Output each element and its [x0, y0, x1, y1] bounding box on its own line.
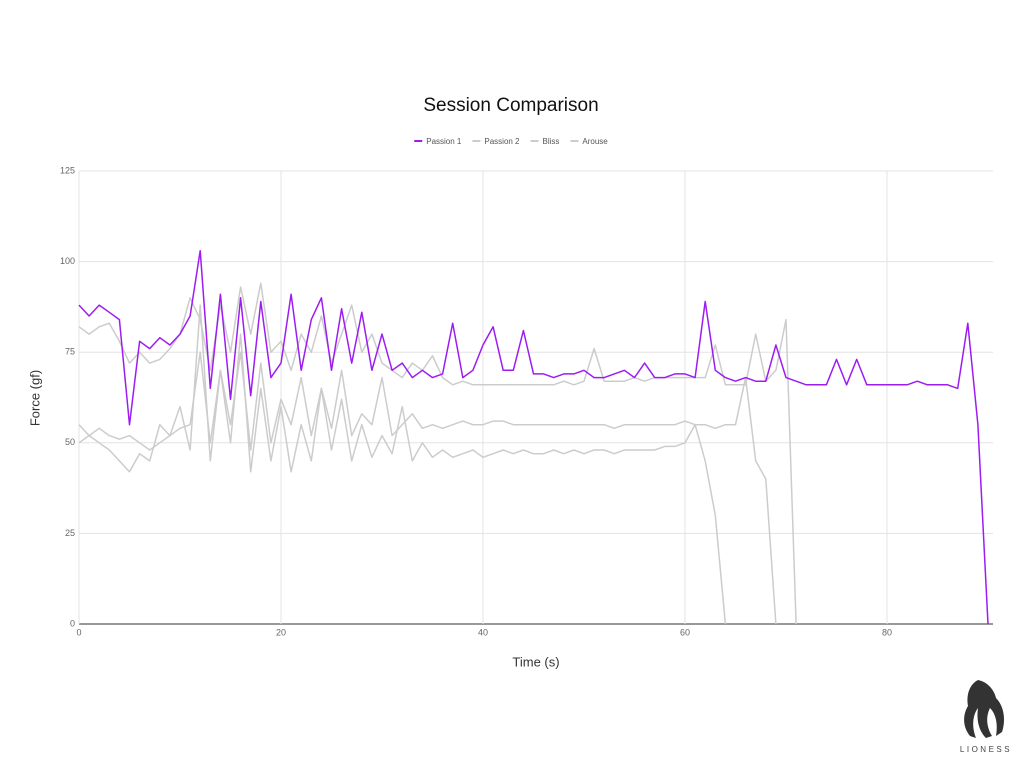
legend-label: Passion 1: [426, 137, 462, 146]
grid: 0 25 50 75 100 125 0 20 40 60 80: [60, 165, 993, 637]
y-axis-title: Force (gf): [27, 370, 42, 426]
legend-label: Arouse: [582, 137, 608, 146]
y-tick-label: 50: [65, 437, 75, 447]
x-tick-label: 60: [680, 627, 690, 637]
series-line: [78, 351, 777, 625]
series-line: [78, 304, 727, 625]
x-tick-label: 40: [478, 627, 488, 637]
series-line: [78, 249, 989, 625]
y-tick-label: 25: [65, 528, 75, 538]
y-tick-label: 100: [60, 256, 75, 266]
chart-title: Session Comparison: [423, 95, 598, 116]
plot-area: [78, 249, 989, 625]
logo: [964, 680, 1004, 738]
y-tick-label: 0: [70, 618, 75, 628]
y-tick-label: 75: [65, 347, 75, 357]
brand-name: LIONESS: [960, 745, 1012, 754]
legend-label: Bliss: [543, 137, 560, 146]
y-tick-label: 125: [60, 165, 75, 175]
x-tick-label: 80: [882, 627, 892, 637]
x-tick-label: 0: [76, 627, 81, 637]
series-line: [78, 282, 797, 625]
x-axis-title: Time (s): [512, 654, 559, 669]
legend: Passion 1 Passion 2 Bliss Arouse: [414, 137, 608, 146]
legend-label: Passion 2: [484, 137, 520, 146]
x-tick-label: 20: [276, 627, 286, 637]
